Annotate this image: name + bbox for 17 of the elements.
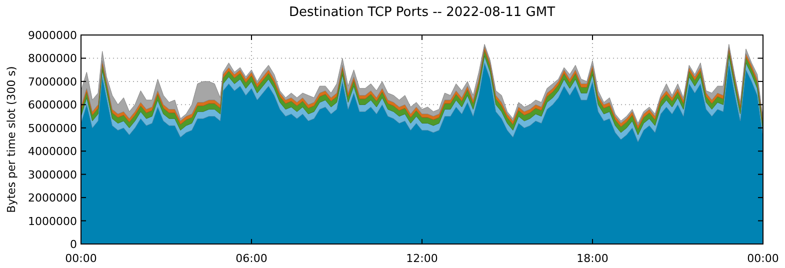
- x-tick-label: 18:00: [576, 252, 608, 265]
- y-tick-label: 3000000: [28, 168, 77, 182]
- y-tick-label: 1000000: [28, 214, 77, 228]
- x-tick-label: 06:00: [236, 252, 268, 265]
- x-tick-label: 12:00: [406, 252, 438, 265]
- y-tick-label: 6000000: [28, 98, 77, 112]
- y-tick-label: 8000000: [28, 52, 77, 66]
- x-tick-label: 00:00: [65, 252, 97, 265]
- y-tick-label: 5000000: [28, 122, 77, 135]
- y-tick-label: 9000000: [28, 29, 77, 42]
- y-axis-title: Bytes per time slot (300 s): [5, 66, 18, 213]
- y-tick-label: 7000000: [28, 75, 77, 88]
- chart-title: Destination TCP Ports -- 2022-08-11 GMT: [288, 5, 556, 20]
- y-tick-label: 2000000: [28, 192, 77, 205]
- y-tick-label: 0: [70, 238, 77, 251]
- x-tick-label: 00:00: [747, 252, 779, 265]
- y-tick-label: 4000000: [28, 145, 77, 158]
